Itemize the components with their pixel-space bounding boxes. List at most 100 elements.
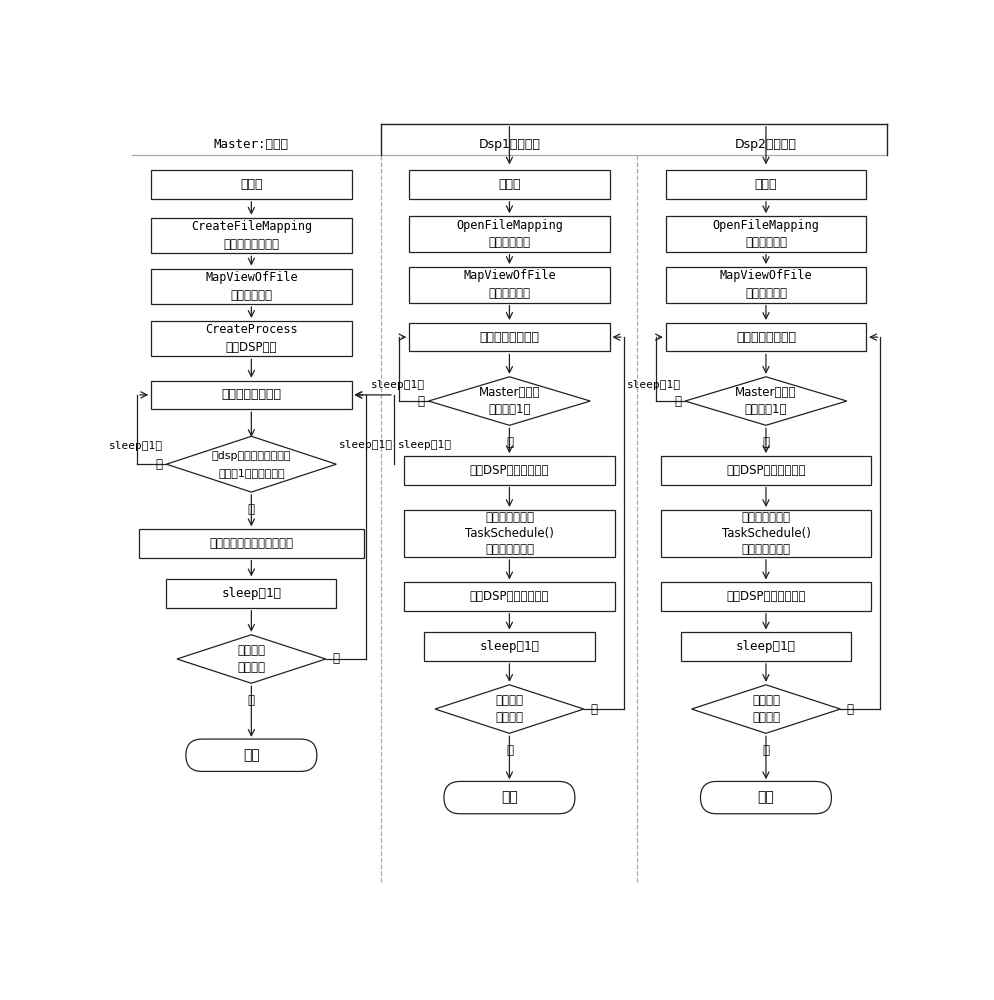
Text: Dsp1：子进程: Dsp1：子进程 bbox=[478, 138, 541, 151]
FancyBboxPatch shape bbox=[701, 781, 831, 814]
Text: 读数据共享内存: 读数据共享内存 bbox=[742, 511, 790, 524]
Text: 否: 否 bbox=[847, 703, 854, 716]
FancyBboxPatch shape bbox=[186, 739, 317, 771]
Text: 置本DSP开始运算标志: 置本DSP开始运算标志 bbox=[727, 464, 806, 477]
Text: 否: 否 bbox=[156, 458, 163, 471]
Text: 映射共享内存: 映射共享内存 bbox=[745, 287, 787, 300]
Text: MapViewOfFile: MapViewOfFile bbox=[205, 271, 297, 284]
FancyBboxPatch shape bbox=[410, 323, 609, 351]
FancyBboxPatch shape bbox=[661, 582, 871, 611]
Text: sleep（1）: sleep（1） bbox=[479, 640, 540, 653]
FancyBboxPatch shape bbox=[410, 216, 609, 252]
Text: 结束: 结束 bbox=[757, 791, 774, 805]
Text: 读取调度共享内存: 读取调度共享内存 bbox=[222, 388, 281, 401]
Text: 初始化: 初始化 bbox=[241, 178, 262, 191]
Text: 创建DSP进程: 创建DSP进程 bbox=[226, 341, 277, 354]
FancyBboxPatch shape bbox=[661, 456, 871, 485]
Polygon shape bbox=[692, 685, 840, 733]
FancyBboxPatch shape bbox=[424, 632, 594, 661]
Text: Dsp2：子进程: Dsp2：子进程 bbox=[735, 138, 797, 151]
Text: 置本DSP开始运算标志: 置本DSP开始运算标志 bbox=[470, 464, 549, 477]
Text: 可以运算1次: 可以运算1次 bbox=[488, 403, 531, 416]
Text: 读取调度共享内存: 读取调度共享内存 bbox=[736, 331, 796, 344]
FancyBboxPatch shape bbox=[666, 170, 866, 199]
Text: 是: 是 bbox=[506, 436, 513, 449]
Text: 可以运算1次: 可以运算1次 bbox=[745, 403, 787, 416]
FancyBboxPatch shape bbox=[444, 781, 575, 814]
FancyBboxPatch shape bbox=[405, 582, 614, 611]
Text: 写数据共享内存: 写数据共享内存 bbox=[742, 543, 790, 556]
Text: 结束: 结束 bbox=[243, 748, 259, 762]
Text: 置共享内存中可以运算标志: 置共享内存中可以运算标志 bbox=[210, 537, 293, 550]
Text: 否: 否 bbox=[674, 395, 681, 408]
Text: sleep（1）: sleep（1） bbox=[371, 380, 424, 390]
Text: 映射共享内存: 映射共享内存 bbox=[231, 289, 272, 302]
Text: 运算次数: 运算次数 bbox=[495, 694, 524, 707]
FancyBboxPatch shape bbox=[151, 269, 352, 304]
Text: 初始化: 初始化 bbox=[754, 178, 777, 191]
Text: CreateProcess: CreateProcess bbox=[205, 323, 297, 336]
Text: sleep（1）: sleep（1） bbox=[222, 587, 281, 600]
Text: OpenFileMapping: OpenFileMapping bbox=[456, 219, 563, 232]
Text: OpenFileMapping: OpenFileMapping bbox=[713, 219, 819, 232]
Text: 是: 是 bbox=[248, 694, 254, 707]
FancyBboxPatch shape bbox=[151, 381, 352, 409]
Text: 达到上限: 达到上限 bbox=[495, 711, 524, 724]
Text: 达到上限: 达到上限 bbox=[238, 661, 265, 674]
Text: 各dsp进程完成初始化、: 各dsp进程完成初始化、 bbox=[212, 451, 291, 461]
FancyBboxPatch shape bbox=[151, 170, 352, 199]
Text: 结束: 结束 bbox=[501, 791, 518, 805]
Text: 打开共享内存: 打开共享内存 bbox=[488, 236, 531, 249]
Text: CreateFileMapping: CreateFileMapping bbox=[191, 220, 312, 233]
FancyBboxPatch shape bbox=[410, 267, 609, 303]
Text: 创建内存映射对象: 创建内存映射对象 bbox=[224, 238, 279, 251]
Text: sleep（1）: sleep（1） bbox=[627, 380, 681, 390]
Text: 否: 否 bbox=[332, 652, 339, 666]
Text: sleep（1）: sleep（1） bbox=[108, 441, 163, 451]
FancyBboxPatch shape bbox=[410, 170, 609, 199]
FancyBboxPatch shape bbox=[666, 216, 866, 252]
Text: 读取调度共享内存: 读取调度共享内存 bbox=[479, 331, 540, 344]
Text: 置本DSP结束运算标志: 置本DSP结束运算标志 bbox=[727, 590, 806, 603]
Text: 映射共享内存: 映射共享内存 bbox=[488, 287, 531, 300]
FancyBboxPatch shape bbox=[166, 579, 337, 608]
FancyBboxPatch shape bbox=[666, 323, 866, 351]
Text: 置本DSP结束运算标志: 置本DSP结束运算标志 bbox=[470, 590, 549, 603]
Polygon shape bbox=[177, 635, 326, 683]
Text: 是: 是 bbox=[762, 436, 769, 449]
FancyBboxPatch shape bbox=[139, 529, 364, 558]
Text: 打开共享内存: 打开共享内存 bbox=[745, 236, 787, 249]
Polygon shape bbox=[166, 436, 336, 492]
Text: sleep（1）: sleep（1） bbox=[339, 440, 394, 450]
FancyBboxPatch shape bbox=[681, 632, 851, 661]
FancyBboxPatch shape bbox=[661, 510, 871, 557]
FancyBboxPatch shape bbox=[151, 321, 352, 356]
Text: TaskSchedule(): TaskSchedule() bbox=[465, 527, 554, 540]
Text: 否: 否 bbox=[417, 395, 424, 408]
Text: MapViewOfFile: MapViewOfFile bbox=[720, 269, 812, 282]
FancyBboxPatch shape bbox=[405, 510, 614, 557]
Text: Master是否置: Master是否置 bbox=[736, 386, 797, 399]
Text: Master:主进程: Master:主进程 bbox=[214, 138, 289, 151]
Text: 是: 是 bbox=[762, 744, 769, 757]
FancyBboxPatch shape bbox=[666, 267, 866, 303]
Text: Master是否置: Master是否置 bbox=[479, 386, 540, 399]
Polygon shape bbox=[685, 377, 847, 425]
Text: 是: 是 bbox=[248, 503, 254, 516]
Text: 运算次数: 运算次数 bbox=[238, 644, 265, 657]
Text: TaskSchedule(): TaskSchedule() bbox=[722, 527, 810, 540]
Text: 读数据共享内存: 读数据共享内存 bbox=[485, 511, 534, 524]
Text: 或完成1个周期的运算: 或完成1个周期的运算 bbox=[218, 468, 284, 478]
Text: 达到上限: 达到上限 bbox=[751, 711, 780, 724]
Text: 写数据共享内存: 写数据共享内存 bbox=[485, 543, 534, 556]
Text: sleep（1）: sleep（1） bbox=[398, 440, 451, 450]
Text: sleep（1）: sleep（1） bbox=[736, 640, 796, 653]
Polygon shape bbox=[428, 377, 590, 425]
Polygon shape bbox=[435, 685, 583, 733]
Text: MapViewOfFile: MapViewOfFile bbox=[463, 269, 556, 282]
Text: 初始化: 初始化 bbox=[498, 178, 521, 191]
Text: 是: 是 bbox=[506, 744, 513, 757]
Text: 否: 否 bbox=[590, 703, 597, 716]
FancyBboxPatch shape bbox=[405, 456, 614, 485]
FancyBboxPatch shape bbox=[151, 218, 352, 253]
